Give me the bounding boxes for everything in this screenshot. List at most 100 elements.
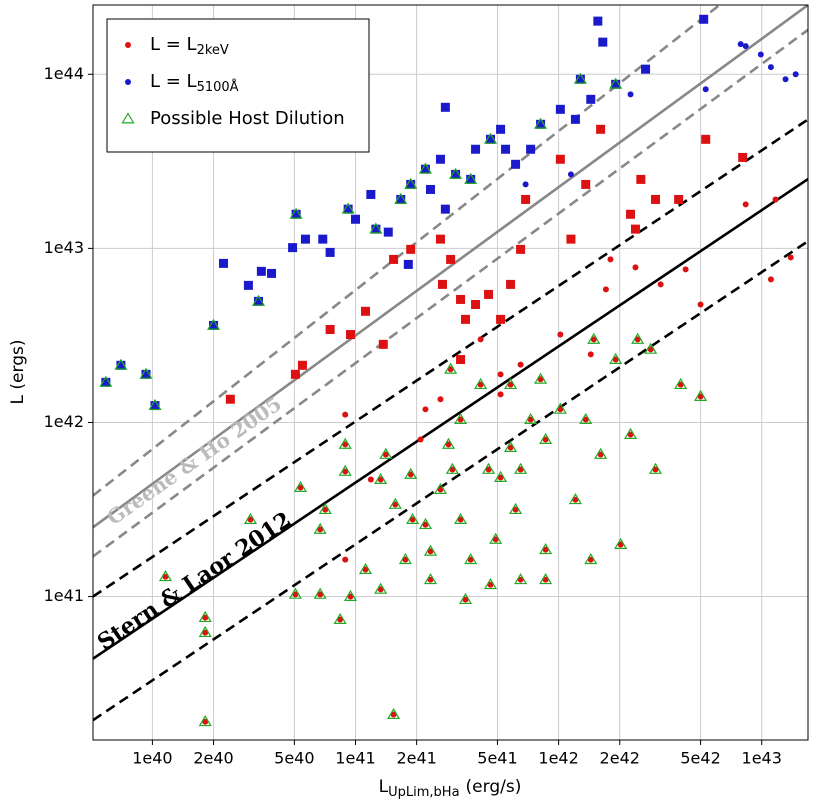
triangle-point — [289, 207, 303, 219]
y-tick-label: 1e43 — [44, 238, 84, 257]
circle-point — [202, 718, 209, 725]
reference-line — [93, 178, 808, 660]
square-point — [699, 14, 709, 24]
square-point — [626, 209, 636, 219]
triangle-point — [489, 532, 503, 544]
legend-name: L = L — [150, 71, 197, 92]
triangle-point — [198, 610, 212, 623]
square-point — [456, 354, 466, 364]
square-point — [116, 360, 126, 370]
triangle-point — [343, 589, 358, 602]
triangle-point — [198, 625, 212, 638]
legend-name: Possible Host Dilution — [150, 108, 345, 129]
legend-label: L = L5100Å — [150, 71, 239, 95]
triangle-point — [404, 177, 418, 189]
triangle-point — [388, 497, 402, 509]
y-tick-label: 1e42 — [44, 412, 84, 431]
circle-point — [587, 351, 594, 358]
triangle-point — [338, 437, 352, 449]
triangle-point — [648, 462, 663, 474]
square-point — [460, 314, 470, 324]
square-point — [586, 94, 596, 104]
circle-point — [767, 64, 774, 71]
triangle-point — [524, 412, 538, 424]
circle-point — [485, 466, 492, 473]
circle-point — [337, 616, 344, 623]
circle-point — [612, 356, 619, 363]
square-point — [581, 179, 591, 189]
square-point — [406, 244, 416, 254]
triangle-point — [623, 427, 638, 439]
circle-point — [457, 416, 464, 423]
circle-point — [125, 79, 131, 85]
circle-point — [542, 436, 549, 443]
circle-point — [522, 181, 529, 188]
square-point — [225, 394, 235, 404]
square-point — [738, 152, 748, 162]
circle-point — [382, 451, 389, 458]
circle-point — [772, 196, 779, 203]
triangle-point — [139, 367, 153, 379]
square-point — [466, 174, 476, 184]
triangle-point — [584, 552, 598, 565]
square-point — [256, 266, 266, 276]
square-point — [435, 234, 445, 244]
square-point — [496, 314, 506, 324]
circle-point — [427, 548, 434, 555]
triangle-point — [449, 167, 463, 179]
circle-point — [417, 436, 424, 443]
circle-point — [737, 41, 744, 48]
circle-point — [782, 76, 789, 83]
circle-point — [317, 526, 324, 533]
square-point — [516, 244, 526, 254]
circle-point — [457, 516, 464, 523]
square-point — [209, 320, 219, 330]
triangle-point — [369, 222, 383, 234]
circle-point — [527, 416, 534, 423]
circle-point — [292, 591, 299, 598]
circle-point — [462, 596, 469, 603]
square-point — [636, 174, 646, 184]
triangle-point — [433, 482, 448, 494]
circle-point — [367, 476, 374, 483]
circle-point — [697, 301, 704, 308]
circle-point — [627, 431, 634, 438]
triangle-point — [594, 447, 608, 459]
square-point — [378, 339, 388, 349]
square-point — [318, 234, 328, 244]
square-point — [501, 144, 511, 154]
annotation: Greene & Ho 2005 — [102, 392, 285, 530]
circle-point — [742, 201, 749, 208]
square-point — [598, 37, 608, 47]
circle-point — [377, 586, 384, 593]
triangle-point — [694, 389, 708, 401]
circle-point — [517, 576, 524, 583]
circle-point — [445, 441, 452, 448]
triangle-point — [121, 112, 135, 124]
circle-point — [632, 264, 639, 271]
y-tick-label: 1e41 — [44, 586, 84, 605]
circle-point — [377, 476, 384, 483]
square-point — [451, 169, 461, 179]
triangle-point — [198, 715, 212, 727]
circle-point — [402, 556, 409, 563]
circle-point — [682, 266, 689, 273]
circle-point — [407, 471, 414, 478]
triangle-point — [114, 358, 128, 370]
circle-point — [512, 506, 519, 513]
circle-point — [317, 591, 324, 598]
triangle-point — [539, 542, 553, 555]
square-point — [297, 360, 307, 370]
triangle-point — [441, 437, 456, 449]
triangle-point — [358, 562, 373, 574]
square-point — [360, 306, 370, 316]
triangle-point — [374, 582, 388, 594]
circle-point — [477, 381, 484, 388]
circle-point — [507, 381, 514, 388]
circle-point — [757, 51, 764, 58]
square-point — [496, 124, 506, 134]
triangle-point — [644, 342, 658, 354]
square-point — [596, 124, 606, 134]
circle-point — [517, 361, 524, 368]
square-point — [425, 184, 435, 194]
